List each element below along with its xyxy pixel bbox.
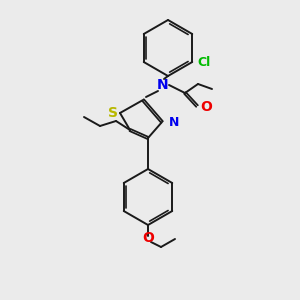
Text: S: S: [108, 106, 118, 120]
Text: O: O: [142, 231, 154, 245]
Text: O: O: [200, 100, 212, 114]
Text: Cl: Cl: [197, 56, 211, 68]
Text: N: N: [157, 78, 169, 92]
Text: N: N: [169, 116, 179, 128]
